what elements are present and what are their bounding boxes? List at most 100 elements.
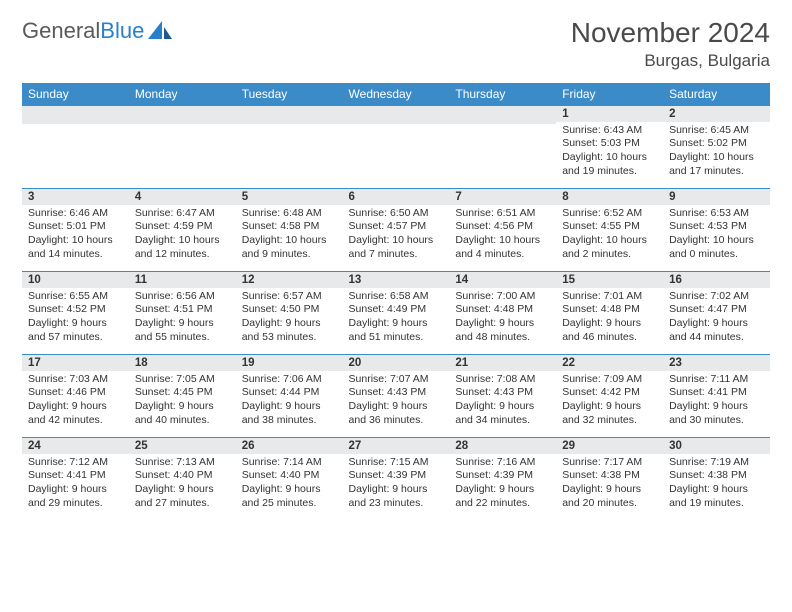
day-number: 24 xyxy=(22,438,129,454)
calendar-day-cell: 11Sunrise: 6:56 AMSunset: 4:51 PMDayligh… xyxy=(129,271,236,354)
logo: GeneralBlue xyxy=(22,18,174,44)
day-number: 17 xyxy=(22,355,129,371)
calendar-day-cell: 13Sunrise: 6:58 AMSunset: 4:49 PMDayligh… xyxy=(343,271,450,354)
header: GeneralBlue November 2024 Burgas, Bulgar… xyxy=(22,18,770,71)
logo-text-part1: General xyxy=(22,18,100,43)
day-number: 29 xyxy=(556,438,663,454)
day-details: Sunrise: 6:48 AMSunset: 4:58 PMDaylight:… xyxy=(236,205,343,266)
calendar-day-cell: 1Sunrise: 6:43 AMSunset: 5:03 PMDaylight… xyxy=(556,105,663,188)
calendar-head: SundayMondayTuesdayWednesdayThursdayFrid… xyxy=(22,83,770,106)
day-number: 7 xyxy=(449,189,556,205)
day-details: Sunrise: 6:53 AMSunset: 4:53 PMDaylight:… xyxy=(663,205,770,266)
weekday-header-row: SundayMondayTuesdayWednesdayThursdayFrid… xyxy=(22,83,770,106)
day-details: Sunrise: 7:17 AMSunset: 4:38 PMDaylight:… xyxy=(556,454,663,515)
day-details: Sunrise: 7:02 AMSunset: 4:47 PMDaylight:… xyxy=(663,288,770,349)
day-details: Sunrise: 7:00 AMSunset: 4:48 PMDaylight:… xyxy=(449,288,556,349)
weekday-header: Monday xyxy=(129,83,236,106)
calendar-week-row: 10Sunrise: 6:55 AMSunset: 4:52 PMDayligh… xyxy=(22,271,770,354)
day-details: Sunrise: 7:13 AMSunset: 4:40 PMDaylight:… xyxy=(129,454,236,515)
day-details: Sunrise: 7:03 AMSunset: 4:46 PMDaylight:… xyxy=(22,371,129,432)
calendar-day-cell: 5Sunrise: 6:48 AMSunset: 4:58 PMDaylight… xyxy=(236,188,343,271)
calendar-day-cell: 24Sunrise: 7:12 AMSunset: 4:41 PMDayligh… xyxy=(22,437,129,520)
day-number: 16 xyxy=(663,272,770,288)
day-number: 14 xyxy=(449,272,556,288)
day-details: Sunrise: 6:47 AMSunset: 4:59 PMDaylight:… xyxy=(129,205,236,266)
day-number: 2 xyxy=(663,106,770,122)
title-block: November 2024 Burgas, Bulgaria xyxy=(571,18,770,71)
calendar-day-cell: 27Sunrise: 7:15 AMSunset: 4:39 PMDayligh… xyxy=(343,437,450,520)
logo-text: GeneralBlue xyxy=(22,18,144,44)
weekday-header: Friday xyxy=(556,83,663,106)
day-number: 1 xyxy=(556,106,663,122)
calendar-day-cell xyxy=(236,105,343,188)
calendar-body: 1Sunrise: 6:43 AMSunset: 5:03 PMDaylight… xyxy=(22,105,770,520)
day-details: Sunrise: 7:19 AMSunset: 4:38 PMDaylight:… xyxy=(663,454,770,515)
day-number: 8 xyxy=(556,189,663,205)
day-number: 26 xyxy=(236,438,343,454)
calendar-day-cell: 23Sunrise: 7:11 AMSunset: 4:41 PMDayligh… xyxy=(663,354,770,437)
calendar-day-cell: 2Sunrise: 6:45 AMSunset: 5:02 PMDaylight… xyxy=(663,105,770,188)
day-number: 19 xyxy=(236,355,343,371)
day-details: Sunrise: 7:05 AMSunset: 4:45 PMDaylight:… xyxy=(129,371,236,432)
day-number: 28 xyxy=(449,438,556,454)
calendar-day-cell: 25Sunrise: 7:13 AMSunset: 4:40 PMDayligh… xyxy=(129,437,236,520)
day-details: Sunrise: 7:01 AMSunset: 4:48 PMDaylight:… xyxy=(556,288,663,349)
day-details: Sunrise: 6:51 AMSunset: 4:56 PMDaylight:… xyxy=(449,205,556,266)
calendar-day-cell: 9Sunrise: 6:53 AMSunset: 4:53 PMDaylight… xyxy=(663,188,770,271)
calendar-week-row: 17Sunrise: 7:03 AMSunset: 4:46 PMDayligh… xyxy=(22,354,770,437)
day-details: Sunrise: 7:16 AMSunset: 4:39 PMDaylight:… xyxy=(449,454,556,515)
calendar-day-cell: 29Sunrise: 7:17 AMSunset: 4:38 PMDayligh… xyxy=(556,437,663,520)
sail-icon xyxy=(148,21,174,41)
day-number: 21 xyxy=(449,355,556,371)
weekday-header: Tuesday xyxy=(236,83,343,106)
day-details: Sunrise: 7:12 AMSunset: 4:41 PMDaylight:… xyxy=(22,454,129,515)
calendar-day-cell: 4Sunrise: 6:47 AMSunset: 4:59 PMDaylight… xyxy=(129,188,236,271)
day-number xyxy=(22,106,129,124)
calendar-day-cell: 15Sunrise: 7:01 AMSunset: 4:48 PMDayligh… xyxy=(556,271,663,354)
calendar-day-cell: 18Sunrise: 7:05 AMSunset: 4:45 PMDayligh… xyxy=(129,354,236,437)
day-number xyxy=(343,106,450,124)
location-label: Burgas, Bulgaria xyxy=(571,51,770,71)
day-number: 4 xyxy=(129,189,236,205)
calendar-day-cell: 17Sunrise: 7:03 AMSunset: 4:46 PMDayligh… xyxy=(22,354,129,437)
calendar-day-cell: 8Sunrise: 6:52 AMSunset: 4:55 PMDaylight… xyxy=(556,188,663,271)
day-details: Sunrise: 7:06 AMSunset: 4:44 PMDaylight:… xyxy=(236,371,343,432)
day-number xyxy=(236,106,343,124)
day-details: Sunrise: 6:58 AMSunset: 4:49 PMDaylight:… xyxy=(343,288,450,349)
calendar-day-cell: 19Sunrise: 7:06 AMSunset: 4:44 PMDayligh… xyxy=(236,354,343,437)
day-number: 23 xyxy=(663,355,770,371)
day-number: 12 xyxy=(236,272,343,288)
calendar-day-cell xyxy=(22,105,129,188)
calendar-day-cell: 20Sunrise: 7:07 AMSunset: 4:43 PMDayligh… xyxy=(343,354,450,437)
day-number: 15 xyxy=(556,272,663,288)
day-number: 25 xyxy=(129,438,236,454)
day-number: 30 xyxy=(663,438,770,454)
day-details: Sunrise: 6:46 AMSunset: 5:01 PMDaylight:… xyxy=(22,205,129,266)
day-number xyxy=(449,106,556,124)
day-details: Sunrise: 6:57 AMSunset: 4:50 PMDaylight:… xyxy=(236,288,343,349)
calendar-day-cell: 30Sunrise: 7:19 AMSunset: 4:38 PMDayligh… xyxy=(663,437,770,520)
calendar-day-cell: 12Sunrise: 6:57 AMSunset: 4:50 PMDayligh… xyxy=(236,271,343,354)
day-number: 10 xyxy=(22,272,129,288)
day-number: 6 xyxy=(343,189,450,205)
calendar-day-cell xyxy=(449,105,556,188)
day-number: 22 xyxy=(556,355,663,371)
calendar-day-cell: 7Sunrise: 6:51 AMSunset: 4:56 PMDaylight… xyxy=(449,188,556,271)
day-details: Sunrise: 7:14 AMSunset: 4:40 PMDaylight:… xyxy=(236,454,343,515)
calendar-day-cell: 14Sunrise: 7:00 AMSunset: 4:48 PMDayligh… xyxy=(449,271,556,354)
weekday-header: Thursday xyxy=(449,83,556,106)
calendar-day-cell: 6Sunrise: 6:50 AMSunset: 4:57 PMDaylight… xyxy=(343,188,450,271)
calendar-week-row: 3Sunrise: 6:46 AMSunset: 5:01 PMDaylight… xyxy=(22,188,770,271)
page-title: November 2024 xyxy=(571,18,770,49)
day-number: 18 xyxy=(129,355,236,371)
day-details: Sunrise: 7:11 AMSunset: 4:41 PMDaylight:… xyxy=(663,371,770,432)
calendar-week-row: 1Sunrise: 6:43 AMSunset: 5:03 PMDaylight… xyxy=(22,105,770,188)
weekday-header: Sunday xyxy=(22,83,129,106)
calendar-day-cell: 16Sunrise: 7:02 AMSunset: 4:47 PMDayligh… xyxy=(663,271,770,354)
day-details: Sunrise: 7:09 AMSunset: 4:42 PMDaylight:… xyxy=(556,371,663,432)
calendar-page: GeneralBlue November 2024 Burgas, Bulgar… xyxy=(0,0,792,538)
logo-text-part2: Blue xyxy=(100,18,144,43)
day-details: Sunrise: 7:07 AMSunset: 4:43 PMDaylight:… xyxy=(343,371,450,432)
day-details: Sunrise: 6:45 AMSunset: 5:02 PMDaylight:… xyxy=(663,122,770,183)
day-number: 9 xyxy=(663,189,770,205)
